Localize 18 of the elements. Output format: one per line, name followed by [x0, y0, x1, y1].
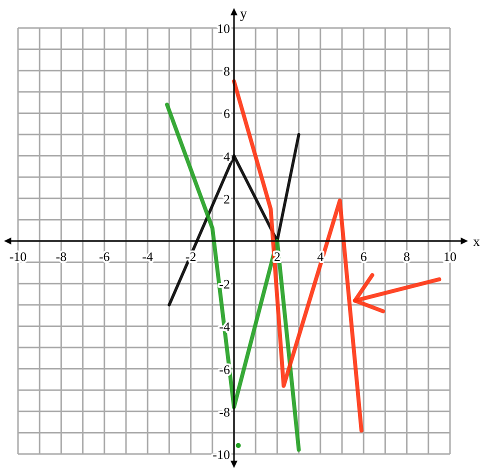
x-tick-label: 10 [444, 249, 456, 264]
y-tick-label: -8 [219, 404, 230, 420]
y-tick-label: 8 [224, 64, 230, 79]
y-tick-label: 10 [217, 21, 230, 36]
y-tick-label: 6 [224, 106, 230, 122]
x-tick-label: 4 [317, 249, 324, 264]
y-tick-label: 2 [224, 191, 230, 206]
x-tick-label: 8 [404, 249, 410, 264]
y-axis-title: y [240, 7, 247, 22]
x-tick-label: -8 [56, 249, 67, 264]
x-axis-title: x [473, 235, 480, 250]
line-series [165, 102, 301, 452]
x-tick-label: -6 [98, 249, 110, 264]
x-tick-label: -4 [142, 249, 154, 264]
y-tick-label: -10 [212, 447, 230, 462]
x-tick-label: -10 [9, 249, 27, 264]
x-tick-label: 6 [360, 249, 368, 264]
y-tick-label: 4 [224, 148, 230, 164]
